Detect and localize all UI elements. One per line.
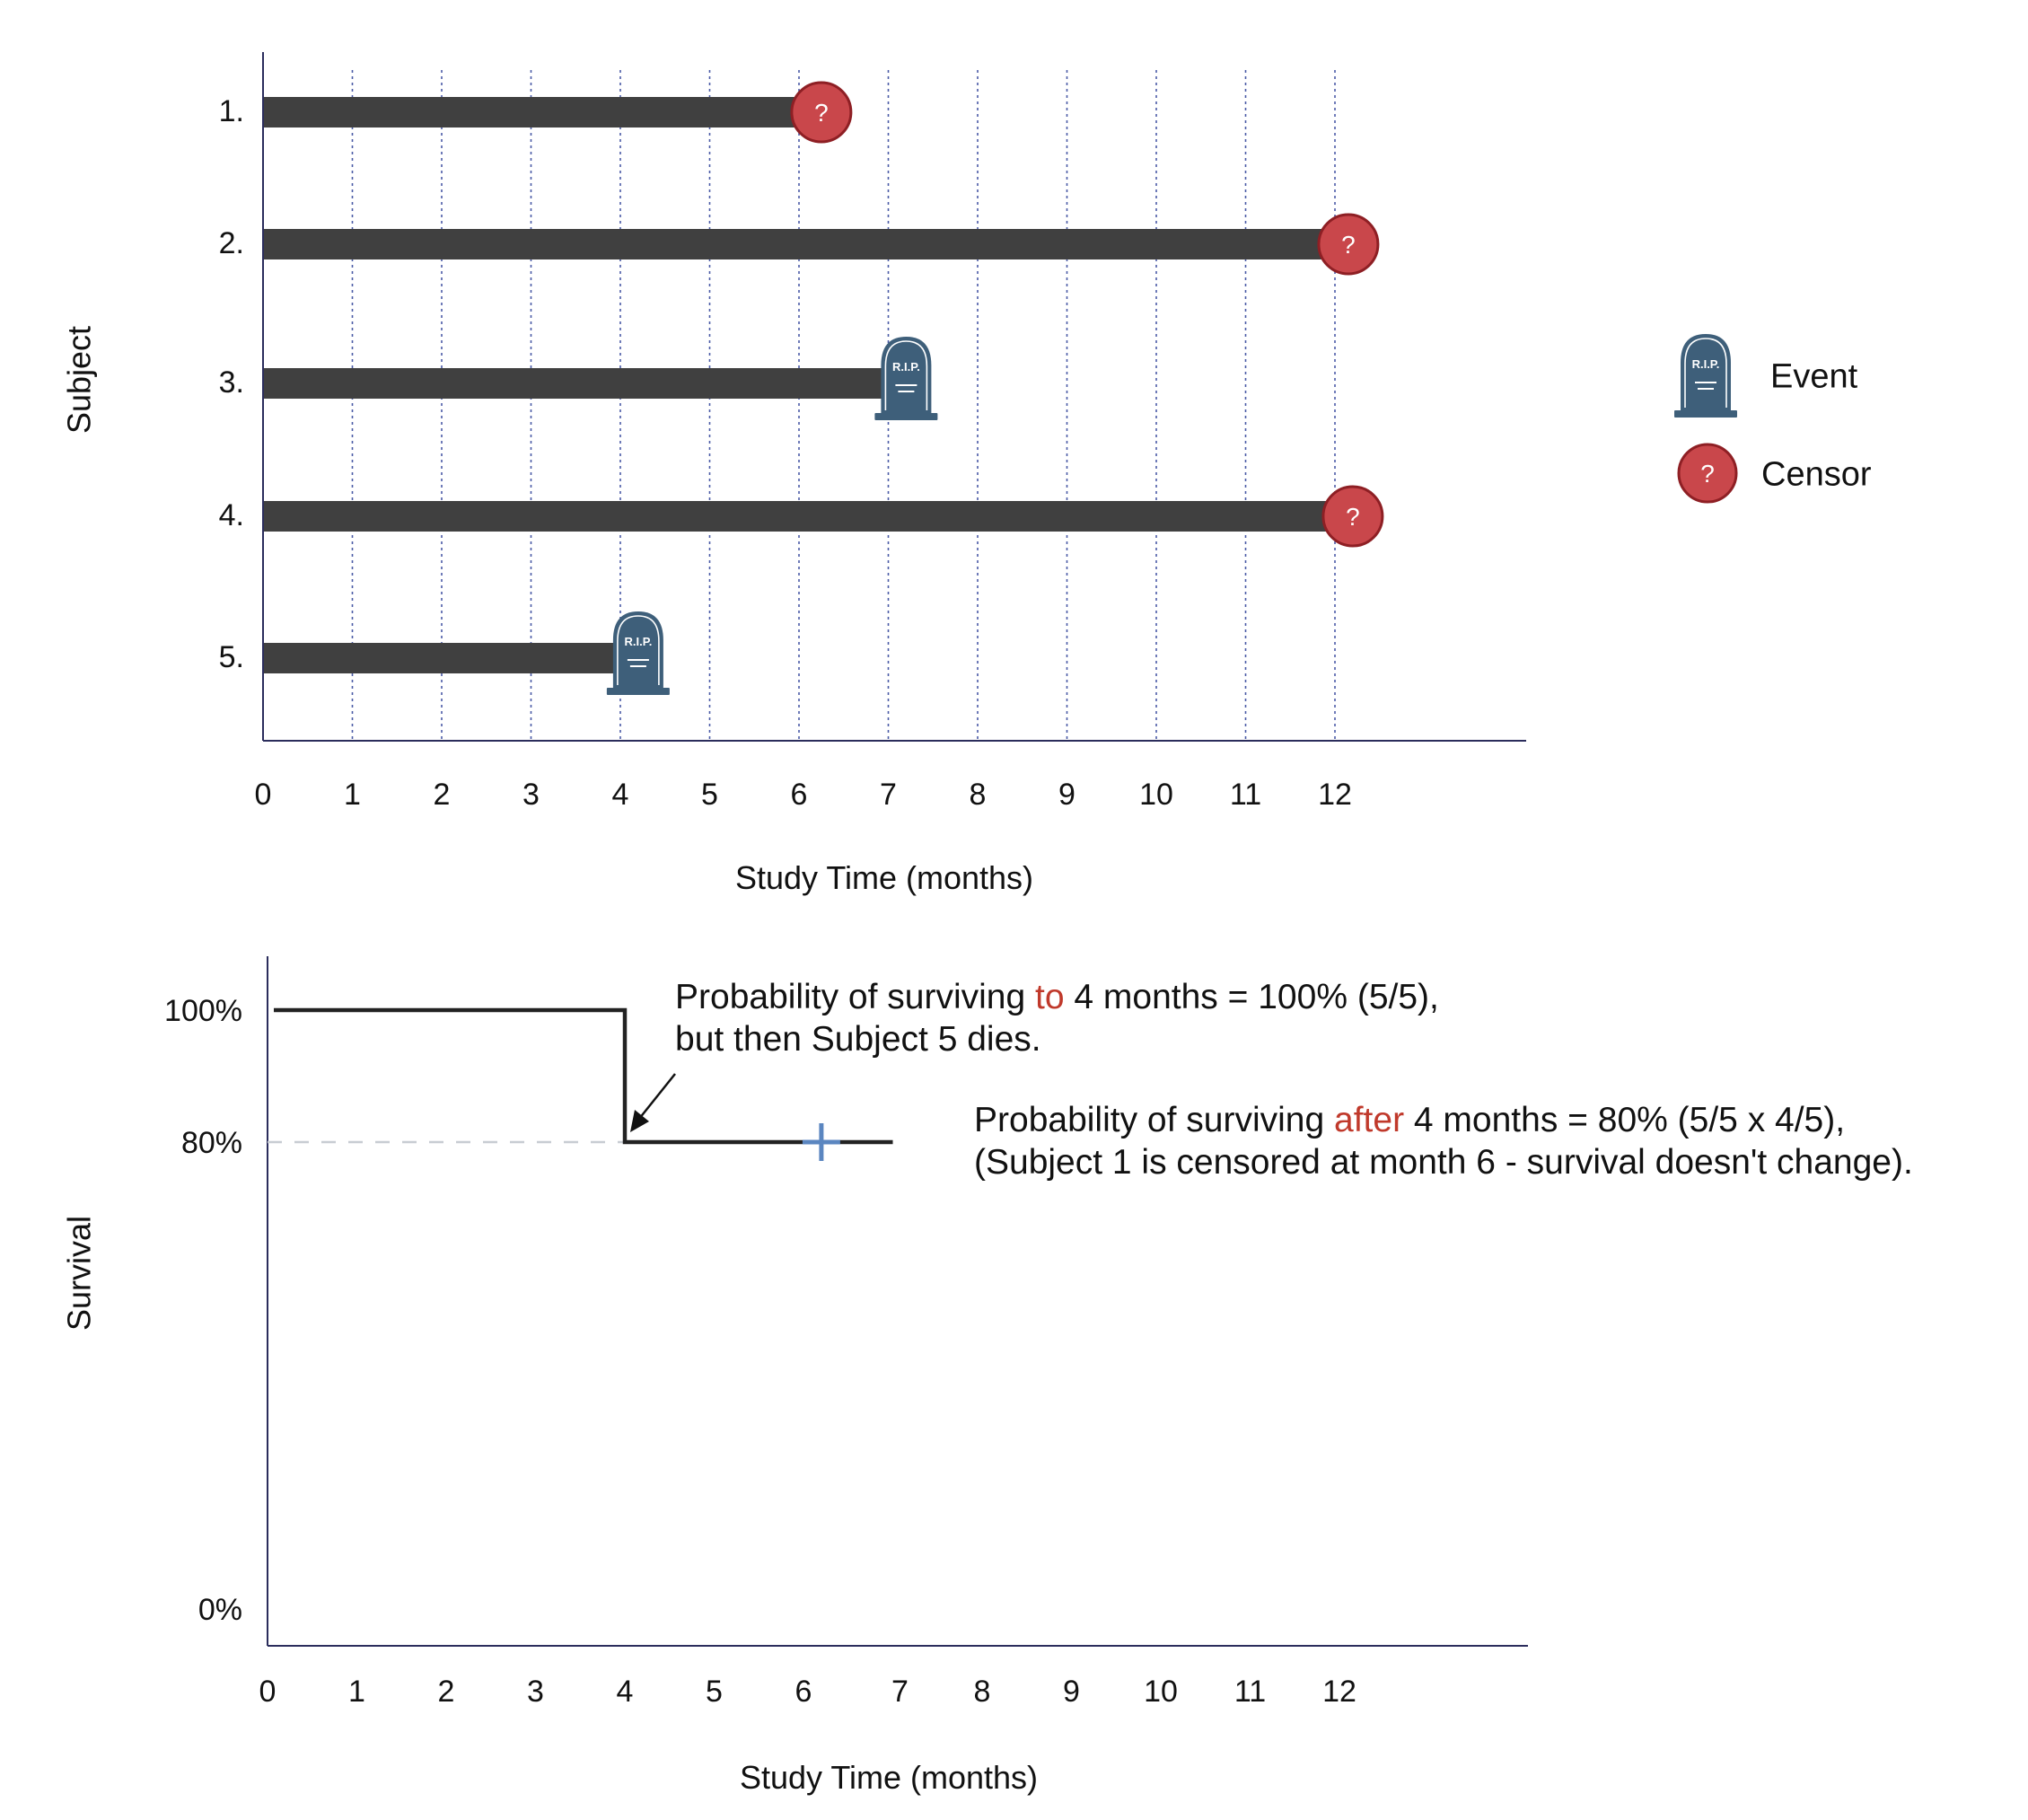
legend-censor-label: Censor	[1761, 455, 1872, 493]
x-tick-label: 1	[344, 778, 361, 812]
subject-label: 3.	[219, 365, 244, 400]
subject-label: 5.	[219, 640, 244, 674]
x-tick-label: 7	[891, 1675, 909, 1709]
x-tick-label: 3	[522, 778, 540, 812]
legend-tombstone-icon	[1673, 333, 1738, 418]
survival-curve	[274, 1007, 893, 1145]
annotation-arrow-icon	[630, 1073, 676, 1132]
timeline-ylabel: Subject	[61, 326, 98, 434]
annotation-1-line-1: Probability of surviving to 4 months = 1…	[675, 978, 1439, 1016]
x-tick-label: 4	[617, 1675, 634, 1709]
subject-bar	[263, 643, 620, 673]
x-tick-label: 8	[974, 1675, 991, 1709]
svg-text:?: ?	[1341, 231, 1356, 259]
x-tick-label: 5	[701, 778, 718, 812]
legend-question-circle-icon: ?	[1677, 443, 1738, 504]
y-tick-label: 80%	[181, 1126, 242, 1160]
x-tick-label: 12	[1322, 1675, 1356, 1709]
timeline-axes	[262, 52, 1526, 742]
subject-row: ?	[263, 485, 1384, 548]
legend: Event ? Censor	[1673, 333, 1872, 504]
subject-row	[263, 611, 671, 696]
svg-text:?: ?	[1346, 503, 1360, 531]
survival-y-ticks: 100% 80% 0%	[164, 994, 242, 1627]
x-tick-label: 8	[970, 778, 987, 812]
x-tick-label: 11	[1230, 778, 1261, 812]
timeline-xlabel: Study Time (months)	[735, 859, 1033, 896]
subject-row: ?	[263, 81, 853, 144]
survival-series	[268, 1007, 893, 1161]
x-tick-label: 1	[348, 1675, 365, 1709]
subject-bar	[263, 229, 1321, 259]
x-tick-label: 10	[1139, 778, 1173, 812]
annotation-to-4-months: Probability of surviving to 4 months = 1…	[630, 978, 1439, 1132]
x-tick-label: 6	[791, 778, 808, 812]
subject-label: 2.	[219, 226, 244, 260]
annotation-1-line-2: but then Subject 5 dies.	[675, 1020, 1041, 1059]
x-tick-label: 7	[880, 778, 897, 812]
svg-text:?: ?	[814, 99, 829, 127]
x-tick-label: 0	[259, 1675, 277, 1709]
subject-bar	[263, 97, 795, 127]
censor-plus-icon	[802, 1123, 840, 1161]
subject-row	[263, 336, 939, 421]
survival-ylabel: Survival	[61, 1216, 98, 1331]
survival-chart: Survival 100%80%0% 0 1 2 3 4 5 6 7 8 9 10 11 12 Stud…	[61, 956, 1913, 1796]
tombstone-icon	[874, 336, 939, 421]
subject-label: 4.	[219, 498, 244, 532]
x-tick-label: 5	[706, 1675, 723, 1709]
timeline-subject-labels: 1. 2. 3. 4. 5.	[219, 94, 244, 674]
x-tick-label: 11	[1234, 1675, 1266, 1709]
x-tick-label: 12	[1318, 778, 1352, 812]
y-tick-label: 100%	[164, 994, 242, 1028]
subject-bar	[263, 501, 1326, 532]
annotation-2-line-1: Probability of surviving after 4 months …	[974, 1101, 1845, 1139]
annotation-2-line-2: (Subject 1 is censored at month 6 - surv…	[974, 1143, 1913, 1182]
subject-row: ?	[263, 213, 1380, 276]
question-circle-icon: ?	[1321, 485, 1384, 548]
question-circle-icon: ?	[790, 81, 853, 144]
tombstone-icon	[605, 611, 671, 696]
timeline-chart: Subject ??? 0 1 2 3 4 5 6 7 8 9 10 11 12 1.2.3.4.5. …	[61, 52, 1526, 896]
question-circle-icon: ?	[1317, 213, 1380, 276]
x-tick-label: 3	[527, 1675, 544, 1709]
subject-bar	[263, 368, 889, 399]
x-tick-label: 0	[255, 778, 272, 812]
survival-axes	[267, 956, 1528, 1647]
subject-label: 1.	[219, 94, 244, 128]
x-tick-label: 6	[795, 1675, 812, 1709]
annotation-after-4-months: Probability of surviving after 4 months …	[974, 1101, 1913, 1182]
timeline-x-ticks: 0 1 2 3 4 5 6 7 8 9 10 11 12	[255, 778, 1352, 812]
x-tick-label: 2	[434, 778, 451, 812]
survival-x-ticks: 0 1 2 3 4 5 6 7 8 9 10 11 12	[259, 1675, 1356, 1709]
x-tick-label: 4	[612, 778, 629, 812]
timeline-bars: ???	[263, 81, 1384, 696]
x-tick-label: 10	[1144, 1675, 1178, 1709]
survival-xlabel: Study Time (months)	[740, 1759, 1038, 1796]
y-tick-label: 0%	[198, 1593, 242, 1627]
svg-text:?: ?	[1700, 460, 1715, 488]
x-tick-label: 2	[438, 1675, 455, 1709]
timeline-gridlines	[351, 70, 1336, 741]
legend-event-label: Event	[1770, 357, 1858, 395]
x-tick-label: 9	[1063, 1675, 1080, 1709]
x-tick-label: 9	[1058, 778, 1075, 812]
